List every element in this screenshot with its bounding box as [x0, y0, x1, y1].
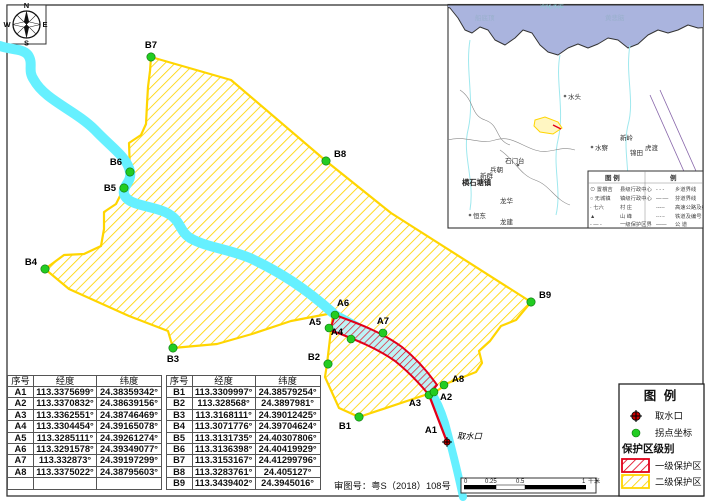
svg-text:村 庄: 村 庄 [620, 203, 633, 211]
svg-text:新岭: 新岭 [620, 133, 634, 142]
svg-text:N: N [24, 1, 29, 10]
svg-text:B1: B1 [339, 421, 352, 432]
svg-text:审图号：粤S（2018）108号: 审图号：粤S（2018）108号 [334, 480, 451, 491]
svg-text:横石塘镇: 横石塘镇 [461, 178, 492, 187]
svg-text:镇级行政中心: 镇级行政中心 [620, 194, 652, 202]
svg-text:高速公路及编号: 高速公路及编号 [675, 203, 710, 211]
svg-text:-----: ----- [656, 205, 665, 211]
svg-text:兵朝: 兵朝 [490, 165, 503, 174]
svg-text:龙华: 龙华 [500, 196, 514, 205]
svg-text:B8: B8 [334, 149, 346, 160]
svg-text:A3: A3 [409, 398, 421, 409]
svg-text:例: 例 [670, 173, 677, 182]
svg-text:A6: A6 [337, 298, 349, 309]
svg-text:0.25: 0.25 [485, 479, 497, 485]
svg-text:-·-·-: -·-·- [656, 214, 665, 220]
svg-text:A8: A8 [452, 374, 464, 385]
svg-text:A1: A1 [425, 425, 438, 436]
svg-text:- — -: - — - [590, 222, 602, 228]
svg-text:千米: 千米 [588, 477, 600, 485]
svg-text:二级保护区: 二级保护区 [655, 476, 702, 487]
svg-text:石门台: 石门台 [505, 156, 525, 165]
svg-text:一级保护区: 一级保护区 [655, 460, 702, 471]
svg-text:图 例: 图 例 [605, 173, 620, 182]
svg-text:B6: B6 [110, 157, 122, 168]
svg-text:拐点坐标: 拐点坐标 [655, 427, 692, 438]
svg-text:山 峰: 山 峰 [620, 212, 633, 220]
svg-text:保护区级别: 保护区级别 [621, 442, 675, 455]
svg-text:A5: A5 [309, 317, 322, 328]
svg-text:一级保护区界: 一级保护区界 [620, 220, 652, 228]
svg-text:船底顶: 船底顶 [475, 13, 495, 22]
svg-text:▲: ▲ [590, 214, 595, 220]
svg-text:W: W [3, 20, 11, 29]
svg-text:B5: B5 [104, 183, 117, 194]
svg-text:S: S [24, 39, 29, 48]
svg-text:- - -: - - - [656, 187, 664, 193]
svg-text:· 七六: · 七六 [590, 203, 605, 211]
svg-text:锦田: 锦田 [630, 148, 643, 157]
svg-text:水竂: 水竂 [595, 143, 609, 152]
svg-text:○ 无城镇: ○ 无城镇 [590, 194, 611, 202]
svg-text:取水口: 取水口 [457, 431, 483, 441]
svg-text:—·—: —·— [656, 196, 669, 202]
svg-text:河化水库: 河化水库 [540, 2, 564, 10]
svg-text:0.5: 0.5 [516, 479, 525, 485]
svg-text:E: E [42, 20, 47, 29]
svg-text:⊙ 置樌吉: ⊙ 置樌吉 [590, 185, 613, 193]
svg-text:A4: A4 [331, 327, 344, 338]
svg-text:公 道: 公 道 [675, 220, 688, 228]
svg-text:B9: B9 [539, 290, 551, 301]
svg-text:芬道界线: 芬道界线 [675, 194, 697, 202]
svg-text:A7: A7 [377, 316, 389, 327]
svg-text:B3: B3 [167, 354, 179, 365]
svg-text:B4: B4 [25, 257, 38, 268]
svg-text:图 例: 图 例 [644, 388, 678, 403]
svg-text:县级行政中心: 县级行政中心 [620, 185, 652, 193]
svg-text:A2: A2 [440, 392, 452, 403]
svg-text:黄悲脑: 黄悲脑 [605, 13, 625, 22]
svg-text:龙建: 龙建 [500, 217, 514, 226]
svg-text:恒东: 恒东 [473, 211, 487, 220]
svg-text:——: —— [656, 222, 667, 228]
svg-text:B7: B7 [145, 40, 157, 51]
svg-text:B2: B2 [308, 352, 320, 363]
svg-text:乡道界线: 乡道界线 [675, 185, 697, 193]
svg-text:铁道及编号: 铁道及编号 [675, 212, 702, 220]
svg-text:水头: 水头 [568, 92, 582, 101]
svg-text:虎渡: 虎渡 [645, 143, 659, 152]
svg-text:取水口: 取水口 [655, 410, 683, 421]
